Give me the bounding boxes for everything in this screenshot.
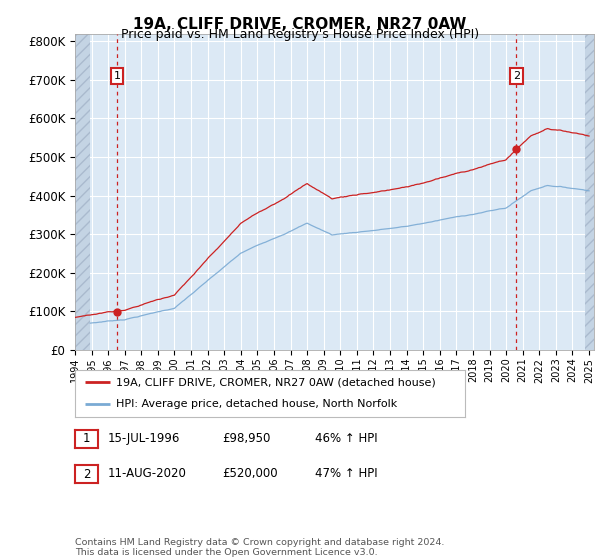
Text: 11-AUG-2020: 11-AUG-2020 [108,467,187,480]
Text: HPI: Average price, detached house, North Norfolk: HPI: Average price, detached house, Nort… [116,399,397,409]
Text: 15-JUL-1996: 15-JUL-1996 [108,432,181,445]
Text: £98,950: £98,950 [222,432,271,445]
Text: 46% ↑ HPI: 46% ↑ HPI [315,432,377,445]
Text: Contains HM Land Registry data © Crown copyright and database right 2024.
This d: Contains HM Land Registry data © Crown c… [75,538,445,557]
Bar [585,34,594,350]
Text: 2: 2 [512,71,520,81]
Text: 1: 1 [113,71,121,81]
Text: £520,000: £520,000 [222,467,278,480]
Text: 19A, CLIFF DRIVE, CROMER, NR27 0AW: 19A, CLIFF DRIVE, CROMER, NR27 0AW [133,17,467,32]
Text: 47% ↑ HPI: 47% ↑ HPI [315,467,377,480]
Text: 19A, CLIFF DRIVE, CROMER, NR27 0AW (detached house): 19A, CLIFF DRIVE, CROMER, NR27 0AW (deta… [116,377,436,388]
Text: 1: 1 [83,432,90,445]
Bar [75,34,90,350]
Text: Price paid vs. HM Land Registry's House Price Index (HPI): Price paid vs. HM Land Registry's House … [121,28,479,41]
Text: 2: 2 [83,468,90,480]
